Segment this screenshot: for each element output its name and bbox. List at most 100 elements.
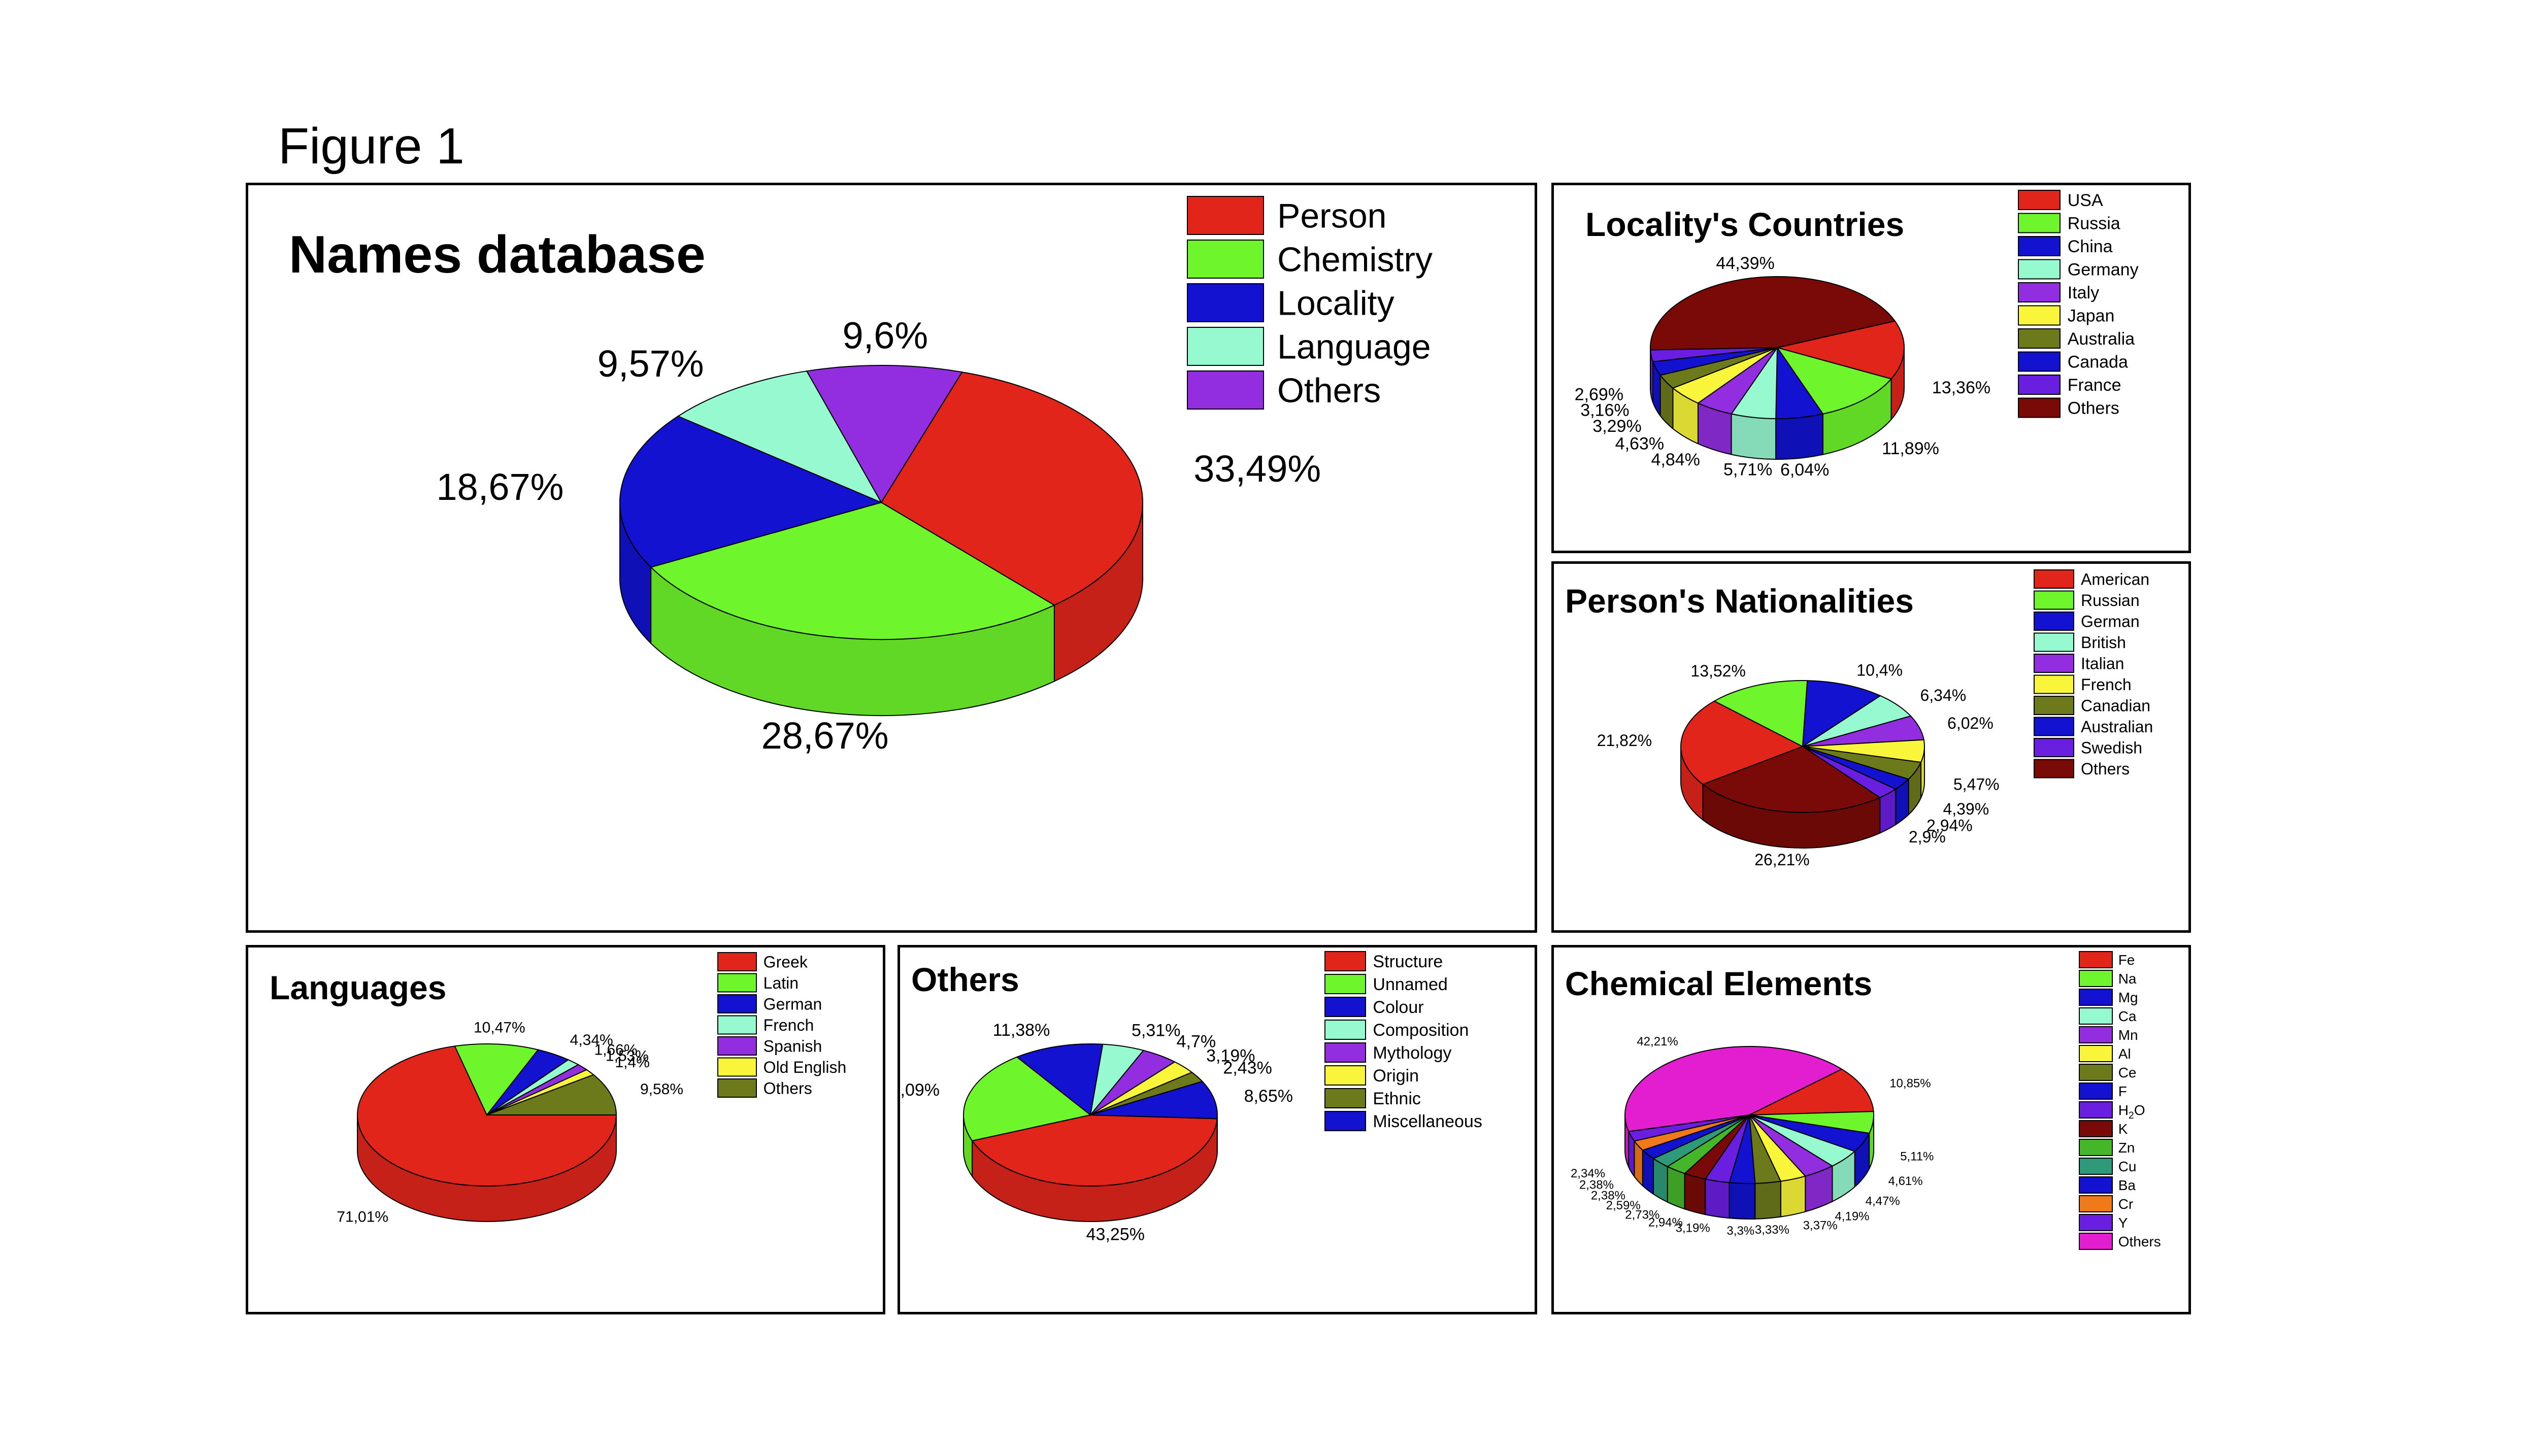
pie-slice-language: [677, 370, 883, 504]
legend-swatch-australia: [2018, 328, 2061, 349]
legend-label-cr: Cr: [2118, 1196, 2134, 1212]
legend-swatch-latin: [717, 973, 757, 993]
legend-label-ethnic: Ethnic: [1373, 1089, 1421, 1108]
legend-swatch-russian: [2034, 590, 2074, 610]
value-label-miscellaneous: 8,65%: [1244, 1087, 1293, 1106]
legend-label-italian: Italian: [2081, 655, 2124, 673]
legend-label-mg: Mg: [2118, 990, 2138, 1005]
value-label-h2o: 3,19%: [1676, 1221, 1710, 1235]
pie-slice-others: [1650, 276, 1896, 351]
legend-label-mythology: Mythology: [1373, 1043, 1451, 1063]
locality-countries-panel: Locality's Countries 13,36% 11,89% 6,04% 5,…: [1551, 183, 2191, 553]
legend-swatch-german: [2034, 612, 2074, 631]
pie-slice-german: [1802, 680, 1882, 748]
legend-label-greek: Greek: [763, 953, 808, 971]
legend-swatch-others: [1187, 370, 1264, 410]
legend-label-h2o: H2O: [2118, 1102, 2145, 1121]
pie-chart-languages: 71,01% 10,47% 4,34%1,66%1,53%1,4% 9,58% Gree…: [337, 952, 847, 1226]
legend-swatch-unnamed: [1324, 974, 1366, 994]
value-label-russian: 13,52%: [1690, 662, 1746, 680]
legend-swatch-colour: [1324, 997, 1366, 1017]
legend-swatch-language: [1187, 327, 1264, 366]
legend-label-locality: Locality: [1277, 284, 1394, 323]
legend-swatch-person: [1187, 196, 1264, 235]
pie-slice-miscellaneous: [1090, 1080, 1218, 1120]
pie-slice-person: [880, 371, 1143, 606]
legend-swatch-usa: [2018, 190, 2061, 210]
legend-label-unnamed: Unnamed: [1373, 975, 1447, 994]
legend-label-old-english: Old English: [763, 1058, 847, 1076]
legend-swatch-ba: [2079, 1176, 2113, 1194]
pie-side-germany: [1731, 413, 1777, 460]
person-nationalities-panel: Person's Nationalities 21,82% 13,52% 10,4%…: [1551, 561, 2191, 933]
legend-swatch-british: [2034, 632, 2074, 652]
legend-swatch-y: [2079, 1214, 2113, 1231]
value-label-locality: 18,67%: [436, 466, 563, 508]
value-label-american: 21,82%: [1597, 731, 1652, 750]
legend-label-zn: Zn: [2118, 1140, 2135, 1156]
pie-slice-others: [1702, 746, 1881, 813]
legend-label-others: Others: [763, 1079, 812, 1098]
legend-swatch-others: [2018, 397, 2061, 418]
figure-label: Figure 1: [278, 118, 464, 175]
legend-label-australia: Australia: [2068, 329, 2135, 349]
value-label-k: 2,94%: [1648, 1215, 1683, 1229]
value-label-greek: 71,01%: [337, 1209, 388, 1226]
legend-swatch-structure: [1324, 951, 1366, 971]
legend-label-russia: Russia: [2068, 214, 2120, 233]
pie-side-al: [1780, 1175, 1806, 1217]
value-label-na: 5,11%: [1900, 1149, 1934, 1163]
pie-slice-russia: [1776, 347, 1892, 415]
value-label-language: 9,57%: [597, 343, 704, 385]
legend-label-k: K: [2118, 1121, 2128, 1137]
value-label-australia: 3,29%: [1592, 417, 1641, 436]
panel-title: Chemical Elements: [1565, 965, 1873, 1002]
legend-label-canadian: Canadian: [2081, 697, 2150, 715]
value-label-others: 44,39%: [1716, 254, 1774, 273]
legend-label-french: French: [2081, 675, 2132, 694]
legend-label-miscellaneous: Miscellaneous: [1373, 1112, 1482, 1131]
legend-swatch-ca: [2079, 1007, 2113, 1025]
value-label-latin: 10,47%: [474, 1019, 525, 1036]
pie-slice-american: [1680, 700, 1804, 785]
value-label-others: 9,6%: [843, 315, 928, 357]
legend-label-others: Others: [1277, 371, 1381, 410]
pie-slice-structure: [971, 1114, 1218, 1187]
value-label-y: 2,34%: [1571, 1167, 1605, 1180]
chemical-elements-panel: Chemical Elements 10,85% 5,11% 4,61% 4,47% 4…: [1551, 945, 2191, 1314]
legend-swatch-ce: [2079, 1064, 2113, 1081]
pie-slice-others: [1624, 1046, 1843, 1132]
legend-label-france: France: [2068, 376, 2121, 395]
value-label-fe: 10,85%: [1889, 1076, 1931, 1090]
value-label-composition: 5,31%: [1132, 1021, 1180, 1040]
legend-label-germany: Germany: [2068, 260, 2139, 280]
legend-swatch-chemistry: [1187, 240, 1264, 279]
legend-swatch-k: [2079, 1120, 2113, 1137]
legend-swatch-swedish: [2034, 738, 2074, 757]
value-label-chemistry: 28,67%: [761, 715, 889, 757]
value-label-french: 5,47%: [1953, 775, 2000, 793]
legend-label-ca: Ca: [2118, 1008, 2137, 1024]
value-label-british: 6,34%: [1920, 686, 1966, 704]
panel-title: Locality's Countries: [1585, 206, 1905, 243]
pie-slice-others: [486, 1074, 617, 1115]
legend-label-cu: Cu: [2118, 1159, 2137, 1174]
value-label-unnamed: 21,09%: [900, 1080, 940, 1100]
legend-swatch-ethnic: [1324, 1088, 1366, 1108]
pie-side-h2o: [1705, 1178, 1730, 1219]
legend-swatch-canada: [2018, 351, 2061, 372]
legend-swatch-france: [2018, 375, 2061, 395]
legend-swatch-american: [2034, 569, 2074, 589]
legend-swatch-composition: [1324, 1020, 1366, 1040]
legend-swatch-others: [2079, 1233, 2113, 1250]
legend-swatch-fe: [2079, 951, 2113, 968]
others-panel: Others 43,25% 21,09% 11,38% 5,31%4,7%3,19%2…: [898, 945, 1537, 1314]
legend-swatch-japan: [2018, 305, 2061, 326]
legend-label-chemistry: Chemistry: [1277, 241, 1433, 279]
value-label-ba: 2,38%: [1591, 1189, 1625, 1202]
legend-label-china: China: [2068, 237, 2113, 256]
value-label-others: 26,21%: [1754, 851, 1810, 869]
pie-side-f: [1729, 1182, 1756, 1220]
legend-swatch-others: [2034, 759, 2074, 778]
legend-swatch-italy: [2018, 282, 2061, 302]
